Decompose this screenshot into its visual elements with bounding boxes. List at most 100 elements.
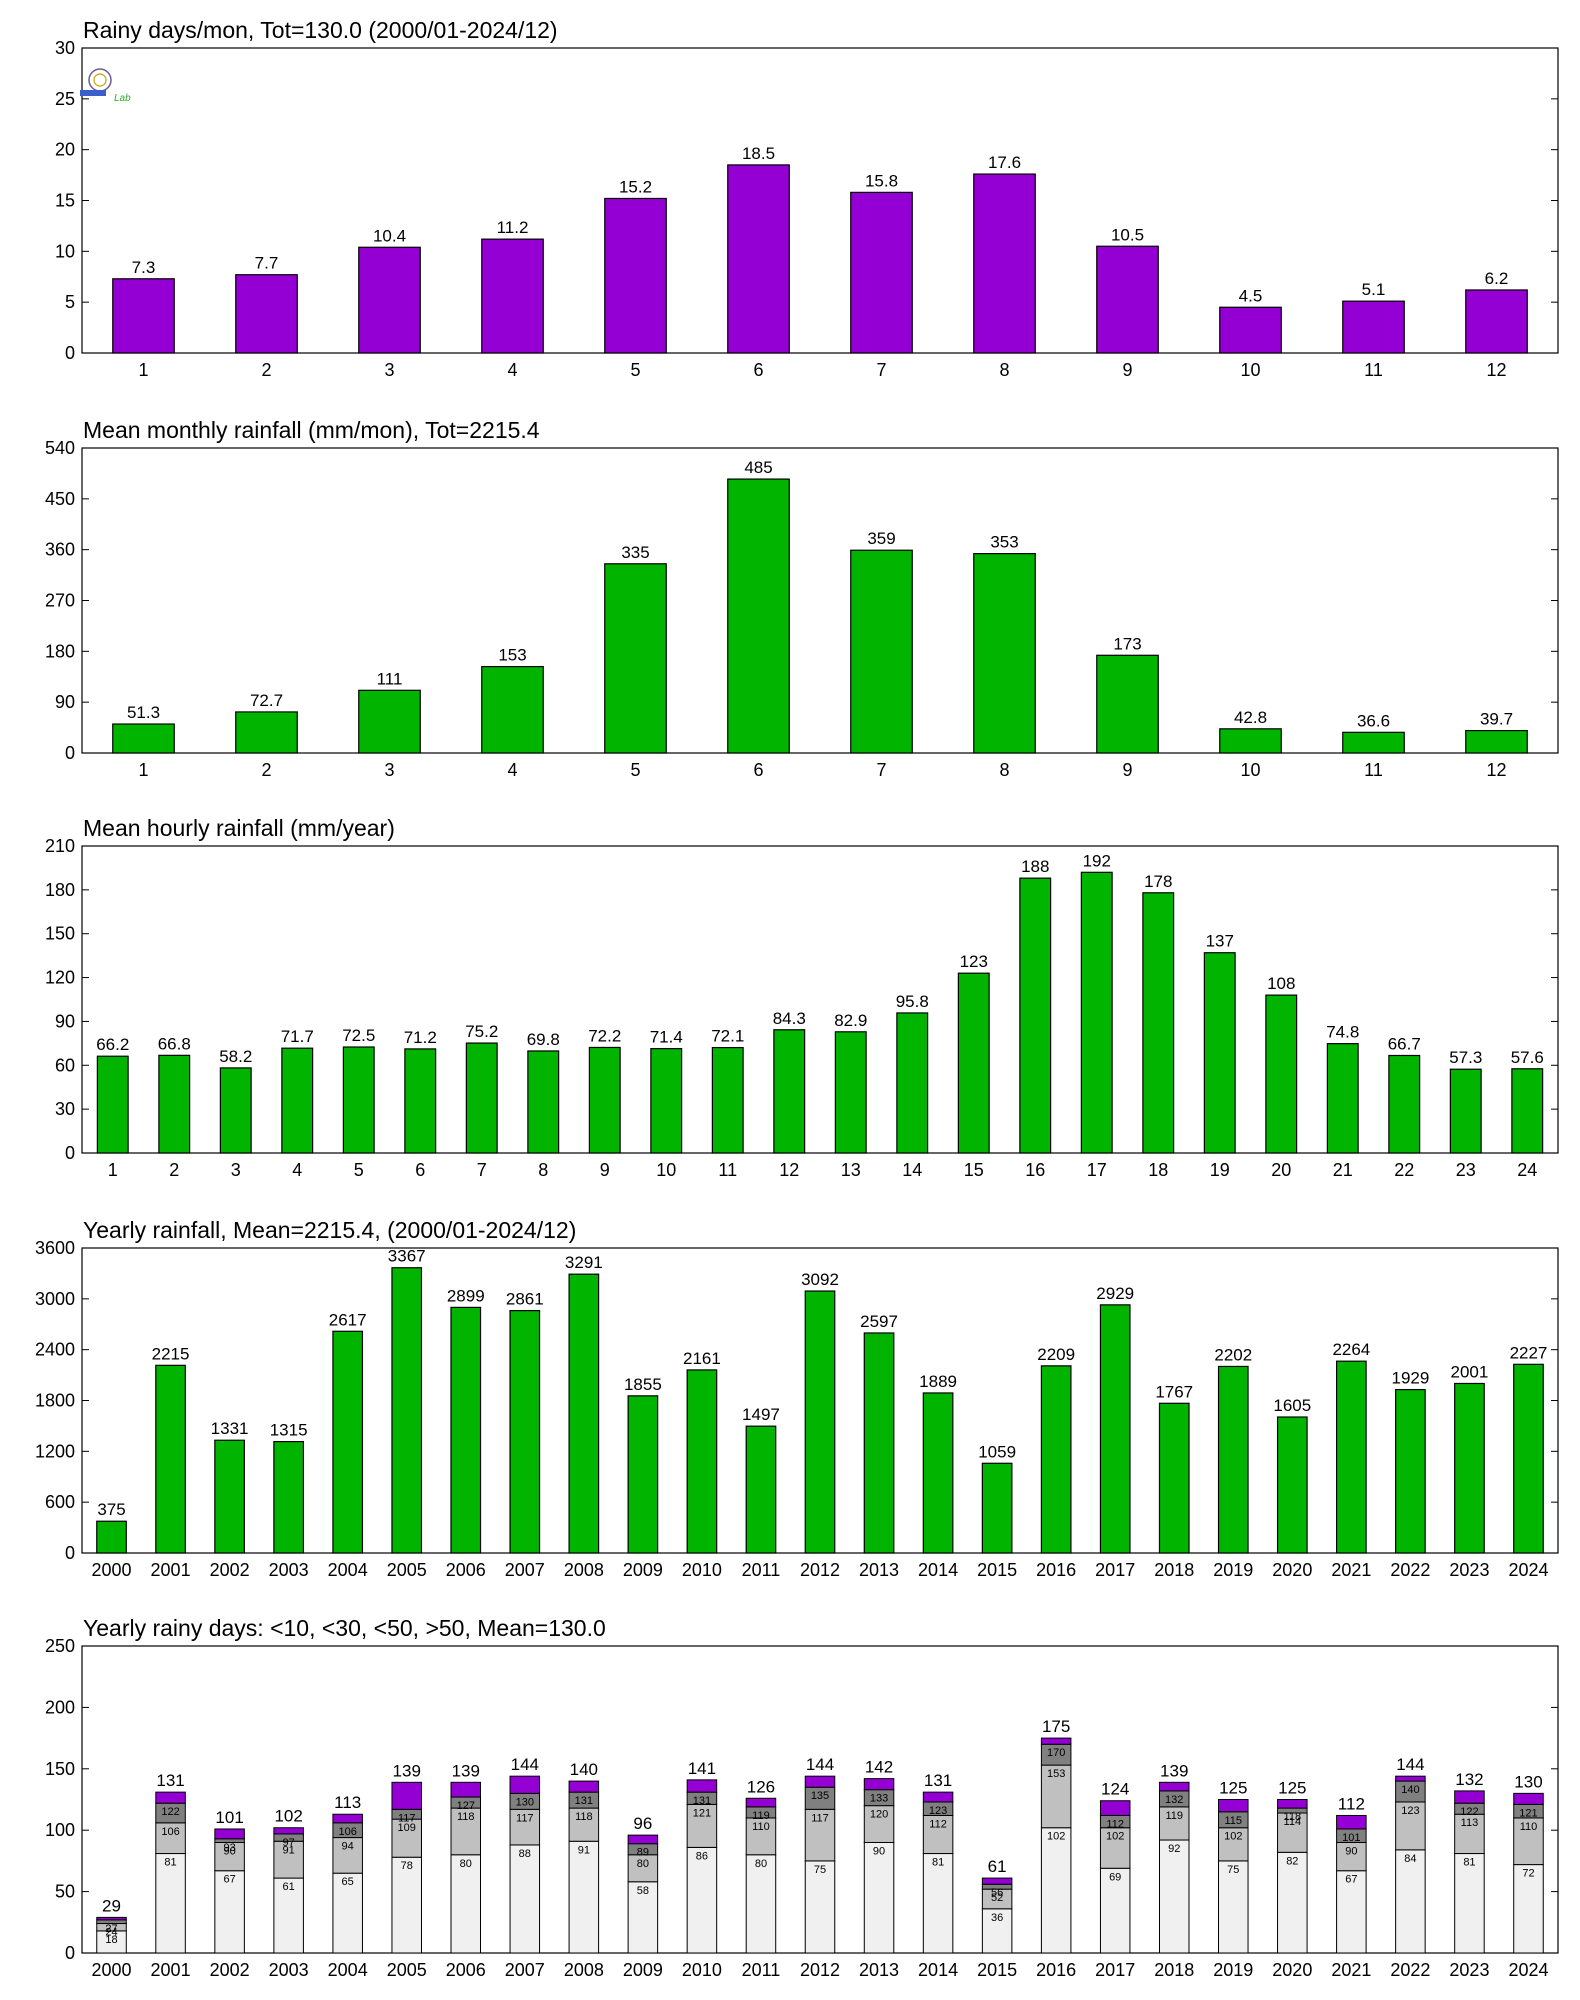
x-tick-label: 2023 bbox=[1449, 1560, 1489, 1580]
data-label: 2929 bbox=[1096, 1284, 1134, 1303]
x-tick-label: 2004 bbox=[328, 1560, 368, 1580]
bar-segment-lt10 bbox=[568, 1840, 600, 1954]
bar bbox=[112, 278, 175, 354]
y-tick-label: 360 bbox=[45, 540, 75, 560]
x-tick-label: 3 bbox=[384, 360, 394, 380]
segment-label-lt10: 78 bbox=[401, 1860, 413, 1872]
y-tick-label: 270 bbox=[45, 591, 75, 611]
segment-label-lt10: 102 bbox=[1047, 1831, 1065, 1843]
x-tick-label: 2020 bbox=[1272, 1960, 1312, 1980]
segment-label-lt50: 56 bbox=[991, 1887, 1003, 1899]
data-label-total: 139 bbox=[452, 1761, 480, 1780]
bar-segment-lt30 bbox=[1158, 1806, 1190, 1841]
bar bbox=[1099, 1304, 1131, 1554]
data-label-total: 142 bbox=[865, 1758, 893, 1777]
x-tick-label: 21 bbox=[1333, 1160, 1353, 1180]
segment-label-lt50: 127 bbox=[457, 1800, 475, 1812]
x-tick-label: 2008 bbox=[564, 1960, 604, 1980]
x-tick-label: 9 bbox=[600, 1160, 610, 1180]
data-label-total: 144 bbox=[511, 1755, 539, 1774]
data-label-total: 131 bbox=[156, 1771, 184, 1790]
bar bbox=[404, 1048, 437, 1154]
bar-segment-lt30 bbox=[863, 1805, 895, 1843]
data-label-total: 125 bbox=[1278, 1779, 1306, 1798]
bar bbox=[896, 1012, 929, 1154]
data-label: 58.2 bbox=[219, 1047, 252, 1066]
segment-label-lt50: 131 bbox=[693, 1795, 711, 1807]
data-label-total: 102 bbox=[274, 1807, 302, 1826]
x-tick-label: 2011 bbox=[742, 1960, 781, 1980]
x-tick-label: 9 bbox=[1122, 360, 1132, 380]
x-tick-label: 2007 bbox=[505, 1560, 545, 1580]
bar-segment-lt10 bbox=[686, 1846, 718, 1954]
data-label: 137 bbox=[1206, 932, 1234, 951]
segment-label-lt50: 140 bbox=[1401, 1784, 1419, 1796]
x-tick-label: 2002 bbox=[210, 1960, 250, 1980]
data-label: 375 bbox=[97, 1500, 125, 1519]
bar-segment-lt30 bbox=[1513, 1817, 1544, 1866]
segment-label-lt10: 86 bbox=[696, 1850, 708, 1862]
segment-label-lt50: 130 bbox=[516, 1796, 534, 1808]
data-label: 2597 bbox=[860, 1312, 898, 1331]
data-label: 72.5 bbox=[342, 1026, 375, 1045]
bar bbox=[332, 1330, 364, 1554]
x-tick-label: 1 bbox=[108, 1160, 118, 1180]
x-tick-label: 2006 bbox=[446, 1960, 486, 1980]
bar-segment-gt50 bbox=[96, 1916, 127, 1921]
segment-label-lt30: 121 bbox=[693, 1807, 711, 1819]
data-label-total: 61 bbox=[988, 1857, 1007, 1876]
bar bbox=[1217, 1365, 1249, 1554]
bar bbox=[863, 1332, 895, 1554]
data-label: 2215 bbox=[152, 1344, 190, 1363]
data-label-total: 125 bbox=[1219, 1779, 1247, 1798]
segment-label-lt10: 72 bbox=[1522, 1868, 1534, 1880]
data-label: 1605 bbox=[1273, 1396, 1311, 1415]
x-tick-label: 11 bbox=[1364, 360, 1383, 380]
bar bbox=[358, 689, 421, 754]
chart-panel-rainy_days_month: Rainy days/mon, Tot=130.0 (2000/01-2024/… bbox=[55, 17, 1559, 380]
segment-label-lt50: 93 bbox=[223, 1842, 235, 1854]
segment-label-lt30: 110 bbox=[752, 1821, 770, 1833]
bar-segment-gt50 bbox=[450, 1781, 482, 1798]
bar-segment-lt10 bbox=[1513, 1864, 1544, 1954]
data-label: 36.6 bbox=[1357, 711, 1390, 730]
chart-panel-yearly_rainy_days: Yearly rainy days: <10, <30, <50, >50, M… bbox=[45, 1615, 1559, 1980]
data-label: 2617 bbox=[329, 1310, 367, 1329]
segment-label-lt50: 131 bbox=[575, 1795, 593, 1807]
data-label: 5.1 bbox=[1362, 280, 1386, 299]
segment-label-lt10: 18 bbox=[105, 1934, 117, 1946]
data-label-total: 139 bbox=[393, 1761, 421, 1780]
x-tick-label: 8 bbox=[538, 1160, 548, 1180]
bar bbox=[568, 1273, 600, 1554]
bar bbox=[850, 549, 913, 754]
bar-segment-gt50 bbox=[391, 1781, 422, 1810]
data-label: 66.8 bbox=[158, 1034, 191, 1053]
bar-segment-gt50 bbox=[332, 1813, 363, 1824]
segment-label-lt10: 81 bbox=[932, 1857, 944, 1869]
data-label: 15.8 bbox=[865, 171, 898, 190]
bar bbox=[1096, 245, 1159, 354]
x-tick-label: 10 bbox=[1240, 360, 1260, 380]
data-label: 39.7 bbox=[1480, 710, 1513, 729]
data-label-total: 29 bbox=[102, 1896, 121, 1915]
y-tick-label: 10 bbox=[55, 241, 75, 261]
data-label-total: 112 bbox=[1338, 1794, 1365, 1813]
x-tick-label: 5 bbox=[354, 1160, 364, 1180]
bar bbox=[745, 1425, 777, 1554]
bar-segment-lt10 bbox=[863, 1841, 895, 1954]
bar-segment-lt30 bbox=[332, 1837, 363, 1874]
chart-panel-hourly_rainfall: Mean hourly rainfall (mm/year)0306090120… bbox=[45, 815, 1559, 1180]
bar-segment-gt50 bbox=[863, 1778, 895, 1791]
segment-label-lt50: 119 bbox=[752, 1810, 770, 1822]
x-tick-label: 24 bbox=[1517, 1160, 1537, 1180]
bar bbox=[219, 1067, 252, 1154]
x-tick-label: 20 bbox=[1271, 1160, 1291, 1180]
segment-label-lt30: 117 bbox=[811, 1812, 829, 1824]
y-tick-label: 1200 bbox=[35, 1441, 75, 1461]
y-tick-label: 50 bbox=[55, 1882, 75, 1902]
data-label: 2899 bbox=[447, 1286, 485, 1305]
x-tick-label: 4 bbox=[292, 1160, 302, 1180]
segment-label-lt30: 112 bbox=[929, 1818, 947, 1830]
bar-segment-gt50 bbox=[1336, 1814, 1367, 1830]
bar bbox=[1342, 300, 1405, 354]
